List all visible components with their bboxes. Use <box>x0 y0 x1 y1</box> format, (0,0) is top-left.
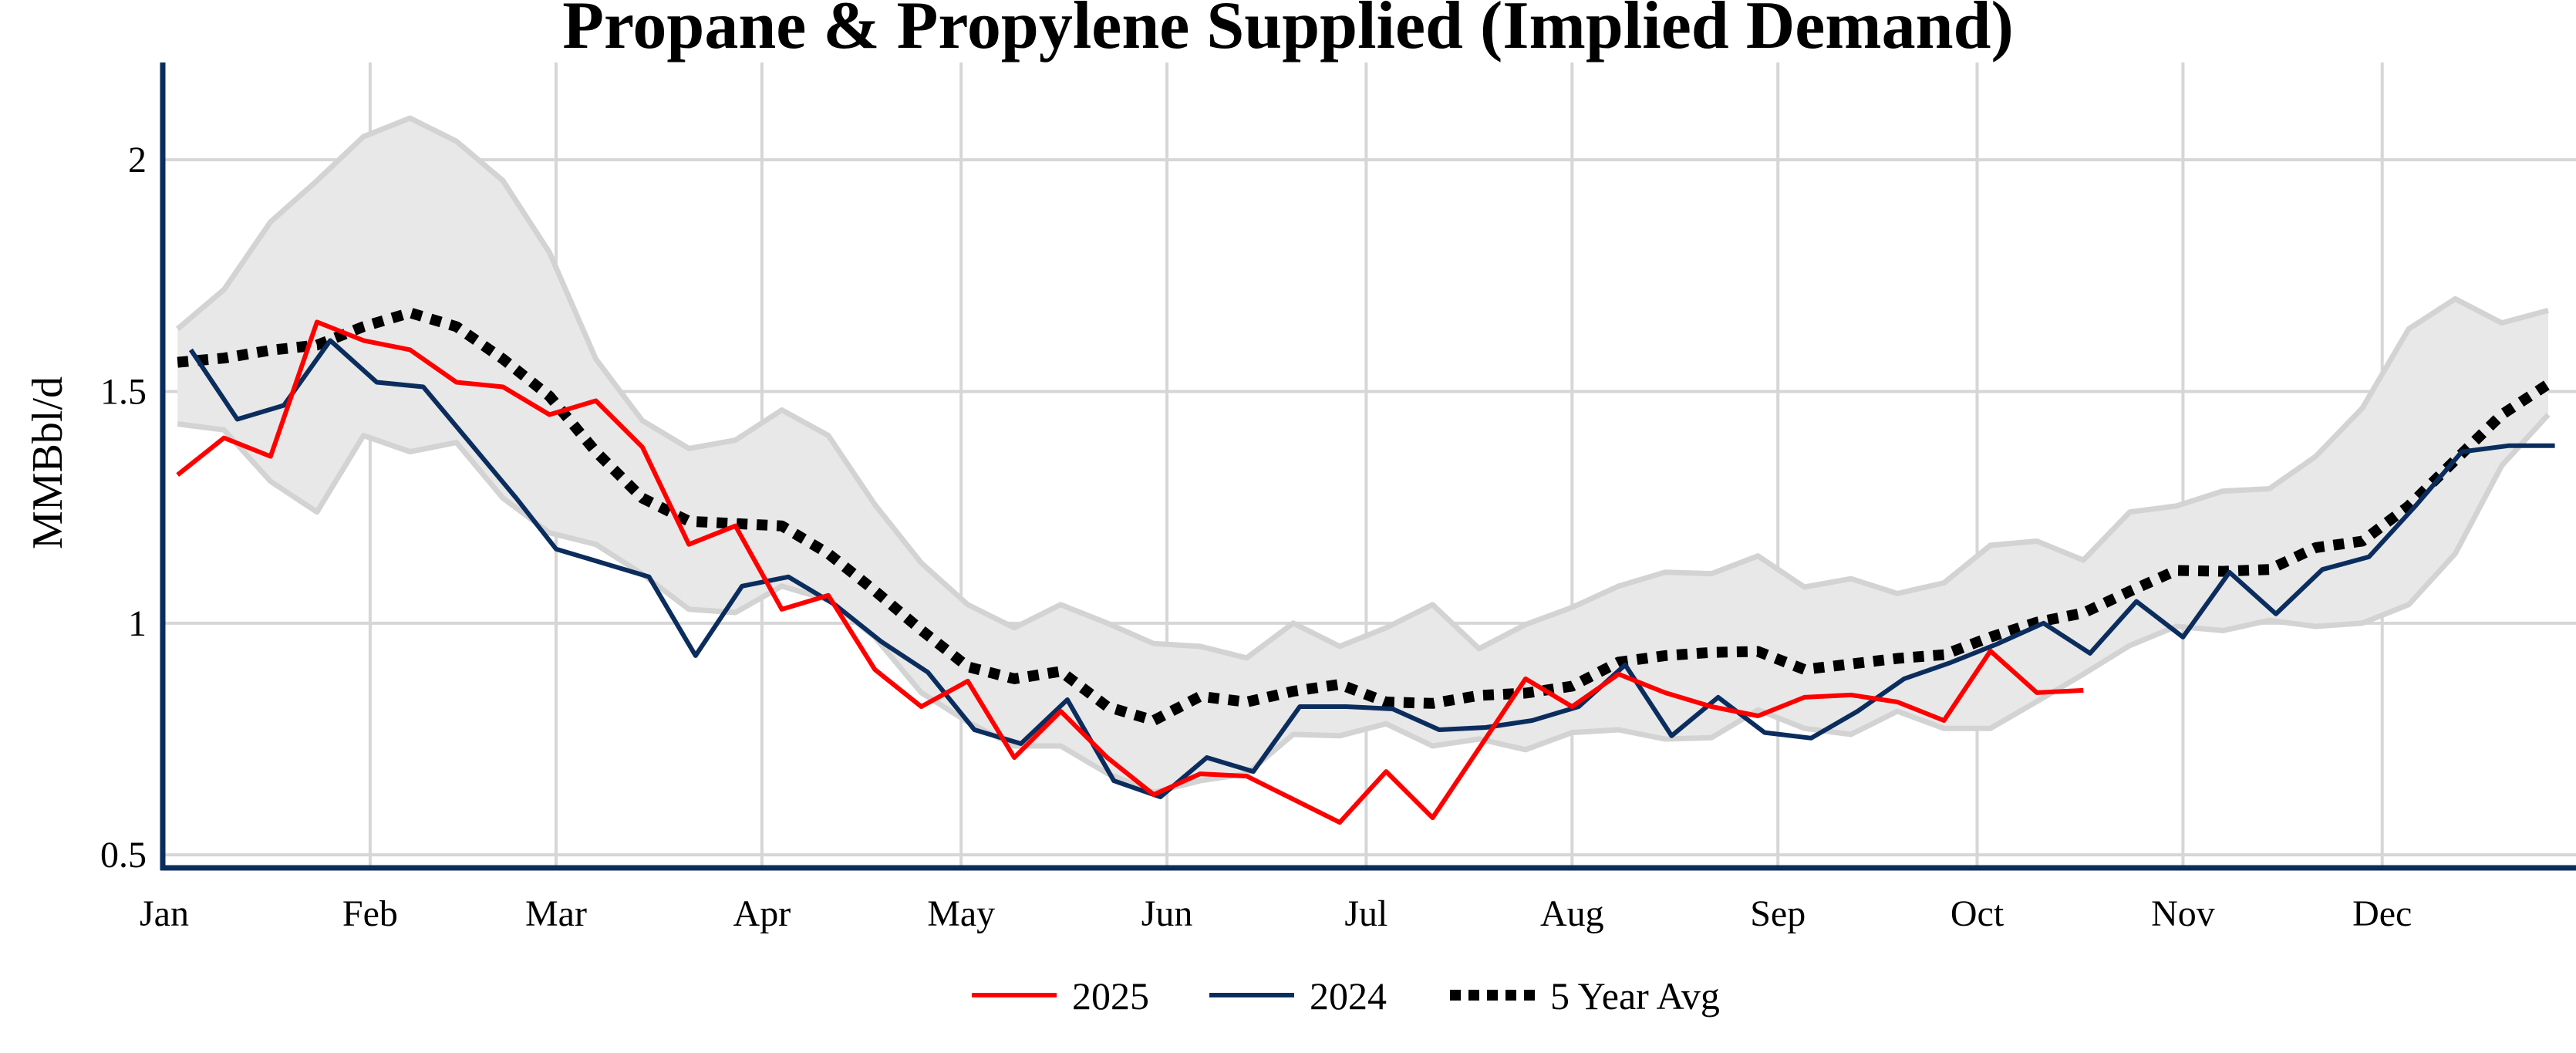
y-tick-label: 2 <box>128 140 147 181</box>
legend-label: 2025 <box>1072 974 1149 1018</box>
x-tick-label: Mar <box>525 893 587 934</box>
y-axis-label: MMBbl/d <box>24 376 72 549</box>
x-tick-label: May <box>927 893 995 934</box>
x-tick-label: Feb <box>342 893 398 934</box>
legend-item: 2025 <box>972 974 1149 1018</box>
legend-label: 2024 <box>1310 974 1387 1018</box>
legend-label: 5 Year Avg <box>1550 974 1720 1018</box>
x-tick-label: Oct <box>1951 893 2004 934</box>
y-tick-label: 1 <box>128 603 147 644</box>
x-tick-label: Jan <box>140 893 189 934</box>
x-tick-label: Jun <box>1141 893 1193 934</box>
x-tick-label: Nov <box>2151 893 2215 934</box>
x-tick-label: Jul <box>1344 893 1387 934</box>
x-tick-label: Dec <box>2352 893 2412 934</box>
x-tick-label: Aug <box>1540 893 1604 934</box>
x-tick-label: Sep <box>1750 893 1806 934</box>
x-tick-label: Apr <box>733 893 791 934</box>
y-tick-label: 0.5 <box>100 835 147 876</box>
five-year-range-band <box>177 118 2548 792</box>
y-tick-label: 1.5 <box>100 371 147 412</box>
legend-item: 2024 <box>1209 974 1387 1018</box>
legend: 2025 2024 5 Year Avg <box>972 974 1720 1018</box>
chart-title: Propane & Propylene Supplied (Implied De… <box>562 0 2014 63</box>
legend-item: 5 Year Avg <box>1450 974 1720 1018</box>
